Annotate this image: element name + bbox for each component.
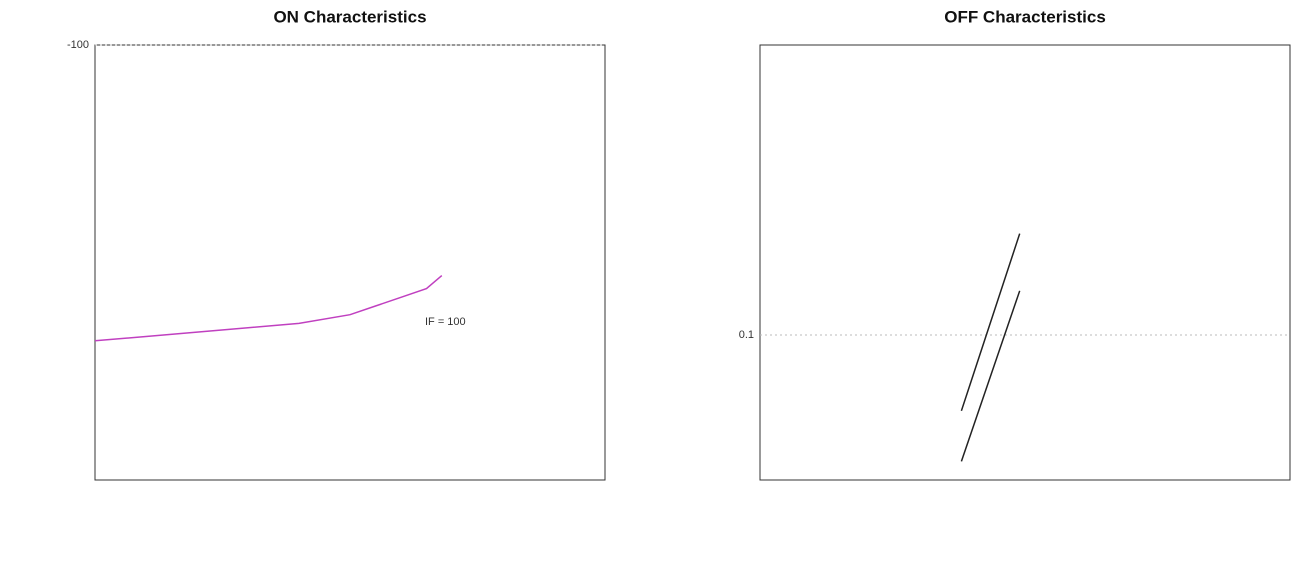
annotation: IF = 100 <box>425 316 466 328</box>
data-line <box>960 290 1021 462</box>
data-line <box>94 274 443 342</box>
plot-frame <box>94 44 606 481</box>
chart-title: OFF Characteristics <box>944 7 1106 26</box>
y-tick-label: -100 <box>67 39 89 51</box>
y-tick-label: 0.1 <box>739 329 754 341</box>
chart-title: ON Characteristics <box>273 7 426 26</box>
plot-frame <box>759 44 1291 481</box>
data-line <box>960 233 1021 412</box>
